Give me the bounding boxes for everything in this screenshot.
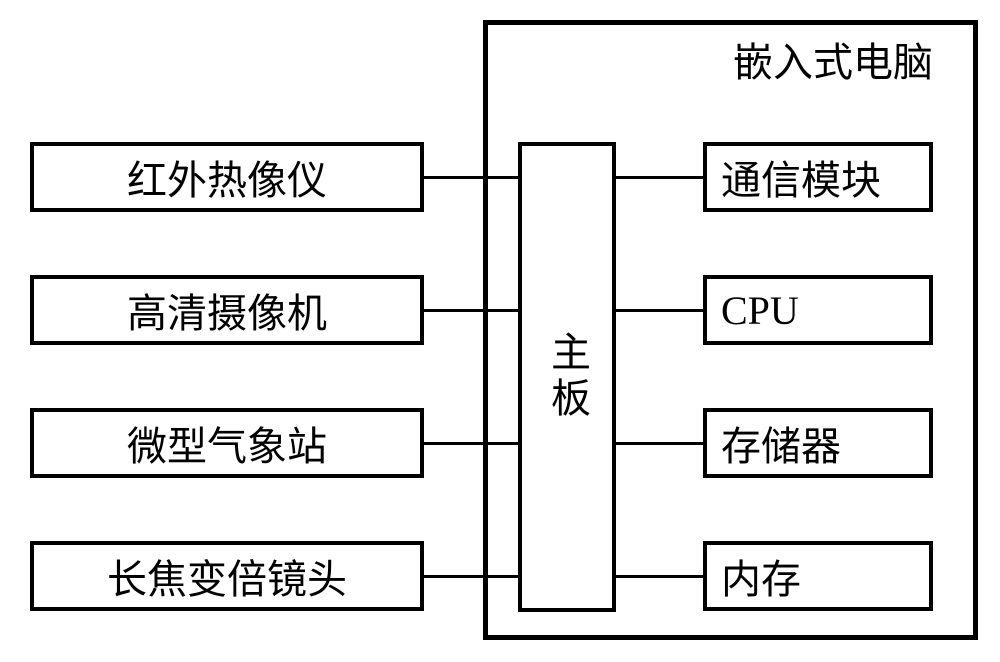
left-box-0: 红外热像仪	[30, 142, 424, 212]
right-box-label-1: CPU	[721, 287, 799, 334]
diagram-stage: 嵌入式电脑主板 红外热像仪高清摄像机微型气象站长焦变倍镜头 通信模块 CPU 存储器内存	[0, 0, 1000, 662]
right-box-label-0: 通信模块	[721, 148, 881, 206]
connector-line	[616, 442, 703, 445]
left-box-label-1: 高清摄像机	[127, 281, 327, 339]
left-box-3: 长焦变倍镜头	[30, 541, 424, 611]
right-box-label-2: 存储器	[721, 414, 841, 472]
right-box-3: 内存	[703, 541, 933, 611]
left-box-2: 微型气象站	[30, 408, 424, 478]
connector-line	[424, 442, 518, 445]
left-box-label-2: 微型气象站	[127, 414, 327, 472]
connector-line	[616, 176, 703, 179]
mainboard-box: 主板	[518, 142, 616, 612]
connector-line	[424, 575, 518, 578]
connector-line	[616, 309, 703, 312]
right-box-1: CPU	[703, 275, 933, 345]
connector-line	[424, 176, 518, 179]
left-box-label-0: 红外热像仪	[127, 148, 327, 206]
left-box-label-3: 长焦变倍镜头	[107, 547, 347, 605]
mainboard-label: 主板	[538, 331, 596, 423]
left-box-1: 高清摄像机	[30, 275, 424, 345]
connector-line	[616, 575, 703, 578]
right-box-label-3: 内存	[721, 547, 801, 605]
connector-line	[424, 309, 518, 312]
container-title: 嵌入式电脑	[733, 30, 933, 88]
right-box-0: 通信模块	[703, 142, 933, 212]
right-box-2: 存储器	[703, 408, 933, 478]
